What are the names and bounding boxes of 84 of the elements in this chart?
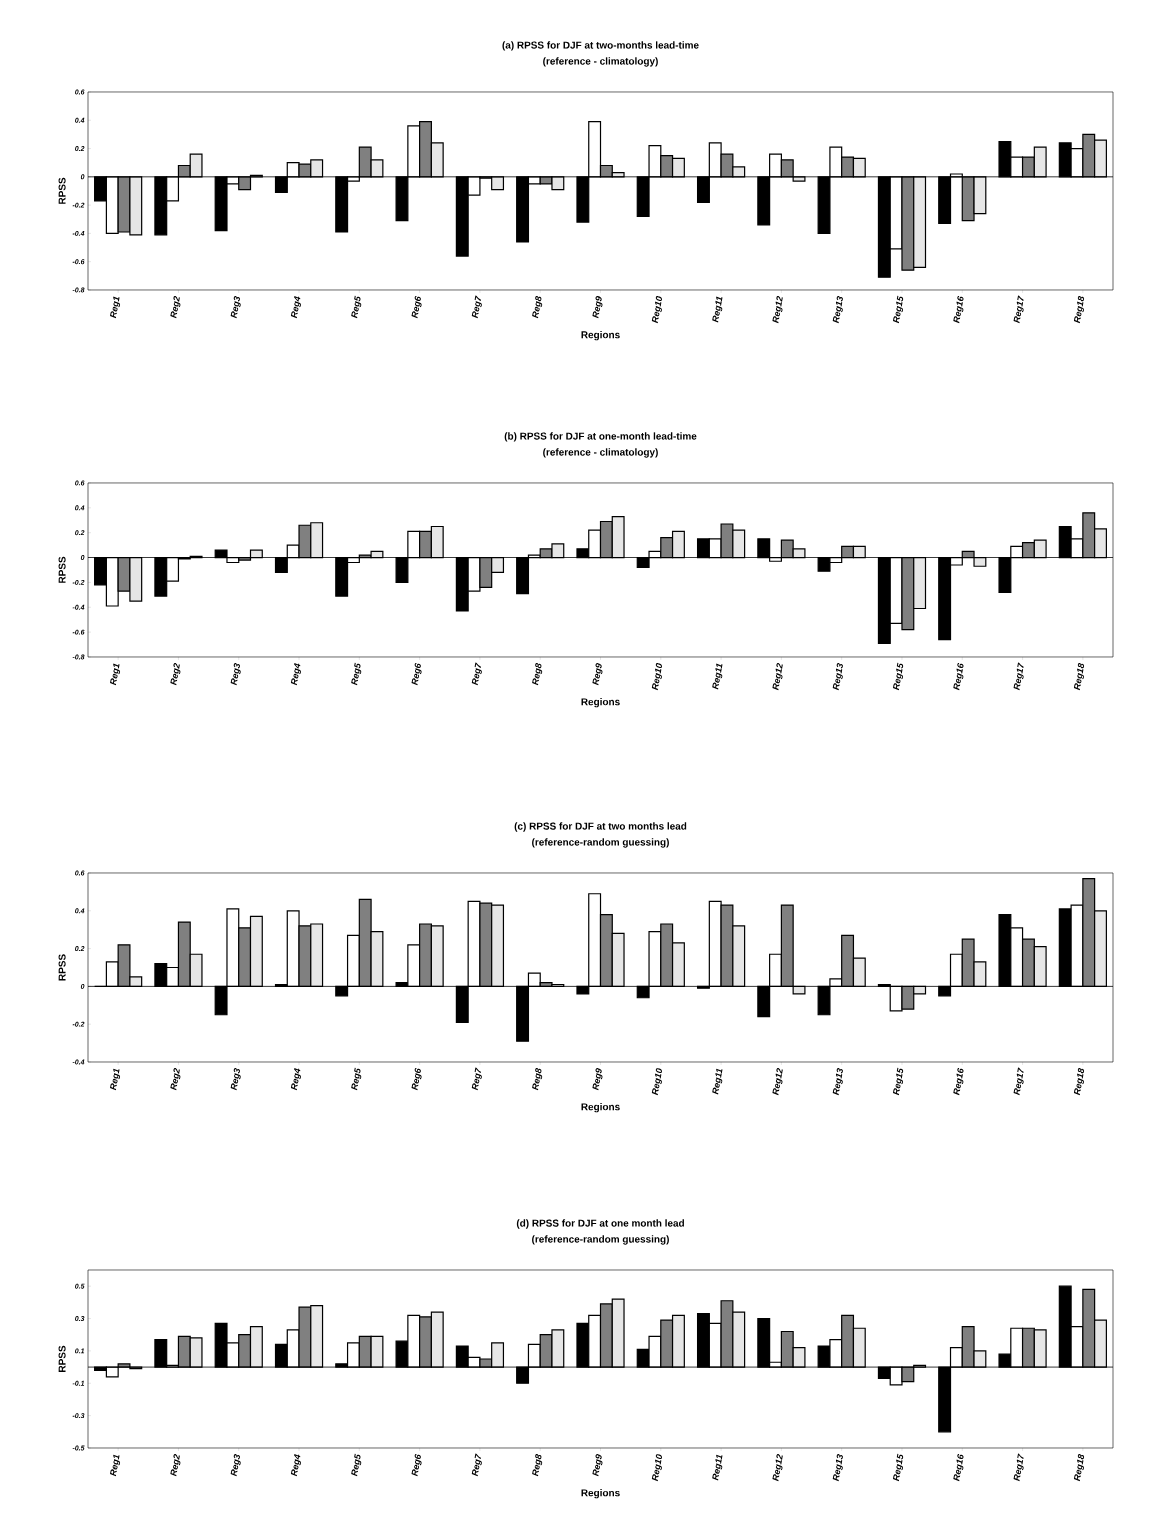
x-tick-label: Reg6	[411, 662, 422, 686]
x-tick-label: Reg9	[592, 1068, 603, 1091]
x-axis-title: Regions	[581, 1489, 620, 1499]
x-tick-label: Reg16	[953, 1453, 964, 1482]
x-tick-label: Reg8	[532, 662, 543, 686]
x-tick-label: Reg1	[110, 296, 121, 319]
x-axis-title: Regions	[581, 1103, 620, 1113]
x-tick-label: Reg17	[1013, 1453, 1024, 1482]
chart-title: (c) RPSS for DJF at two months lead	[514, 822, 687, 832]
x-tick-label: Reg1	[110, 663, 121, 686]
x-tick-label: Reg13	[832, 296, 843, 324]
x-tick-label: Reg7	[471, 295, 482, 319]
chart-title: (b) RPSS for DJF at one-month lead-time	[504, 432, 697, 442]
x-tick-label: Reg12	[772, 1454, 783, 1482]
x-tick-label: Reg6	[411, 1067, 422, 1091]
x-tick-label: Reg3	[230, 1454, 241, 1477]
x-tick-label: Reg17	[1013, 662, 1024, 691]
x-tick-label: Reg15	[892, 662, 904, 691]
x-tick-label: Reg5	[351, 1067, 362, 1091]
x-tick-label: Reg3	[230, 663, 241, 686]
x-tick-label: Reg10	[651, 1068, 662, 1096]
x-tick-label: Reg13	[832, 1068, 843, 1096]
y-axis-title: RPSS	[58, 1345, 66, 1372]
x-tick-label: Reg2	[170, 1068, 181, 1091]
x-tick-label: Reg13	[832, 663, 843, 691]
x-tick-label: Reg18	[1073, 1068, 1085, 1096]
x-tick-label: Reg4	[290, 1067, 301, 1091]
x-tick-label: Reg4	[290, 662, 301, 686]
x-tick-label: Reg1	[110, 1068, 121, 1091]
x-tick-label: Reg5	[351, 295, 362, 319]
x-axis-title: Regions	[581, 331, 620, 341]
x-tick-label: Reg2	[170, 296, 181, 319]
chart-subtitle: (reference - climatology)	[543, 57, 658, 67]
x-tick-label: Reg18	[1073, 1454, 1085, 1482]
x-tick-label: Reg15	[892, 1453, 904, 1482]
x-tick-label: Reg16	[953, 295, 964, 324]
x-tick-label: Reg8	[532, 1068, 543, 1091]
x-tick-label: Reg10	[651, 663, 662, 691]
x-tick-label: Reg15	[892, 295, 904, 324]
y-axis-title: RPSS	[58, 556, 66, 583]
x-tick-label: Reg9	[592, 1454, 603, 1477]
x-tick-label: Reg12	[772, 663, 783, 691]
chart-subtitle: (reference-random guessing)	[532, 838, 669, 848]
x-tick-label: Reg9	[592, 296, 603, 319]
y-axis-title: RPSS	[58, 177, 66, 204]
chart-subtitle: (reference - climatology)	[543, 448, 658, 458]
x-tick-label: Reg4	[290, 1453, 301, 1477]
x-tick-label: Reg7	[471, 1067, 482, 1091]
x-tick-label: Reg12	[772, 296, 783, 324]
x-tick-label: Reg11	[712, 663, 723, 690]
x-tick-label: Reg4	[290, 295, 301, 319]
chart-subtitle: (reference-random guessing)	[532, 1235, 669, 1245]
chart-title: (d) RPSS for DJF at one month lead	[516, 1219, 684, 1229]
x-tick-label: Reg5	[351, 662, 362, 686]
x-tick-label: Reg11	[712, 1068, 723, 1095]
x-tick-label: Reg2	[170, 663, 181, 686]
x-tick-label: Reg17	[1013, 295, 1024, 324]
x-tick-label: Reg7	[471, 1453, 482, 1477]
x-tick-label: Reg2	[170, 1454, 181, 1477]
x-tick-label: Reg6	[411, 1453, 422, 1477]
x-tick-label: Reg11	[712, 296, 723, 323]
x-tick-label: Reg3	[230, 1068, 241, 1091]
x-tick-label: Reg16	[953, 1067, 964, 1096]
x-tick-label: Reg10	[651, 1454, 662, 1482]
x-tick-label: Reg3	[230, 296, 241, 319]
x-tick-label: Reg13	[832, 1454, 843, 1482]
x-tick-label: Reg8	[532, 295, 543, 319]
x-tick-label: Reg5	[351, 1453, 362, 1477]
x-tick-label: Reg12	[772, 1068, 783, 1096]
x-tick-label: Reg18	[1073, 662, 1085, 691]
x-axis-title: Regions	[581, 698, 620, 708]
x-tick-label: Reg9	[592, 663, 603, 686]
y-axis-title: RPSS	[58, 954, 66, 981]
x-tick-label: Reg16	[953, 662, 964, 691]
x-tick-label: Reg11	[712, 1454, 723, 1481]
x-tick-label: Reg1	[110, 1454, 121, 1477]
chart-title: (a) RPSS for DJF at two-months lead-time	[502, 41, 699, 51]
x-tick-label: Reg8	[532, 1454, 543, 1477]
x-tick-label: Reg7	[471, 662, 482, 686]
x-tick-label: Reg18	[1073, 295, 1085, 324]
x-tick-label: Reg6	[411, 295, 422, 319]
x-tick-label: Reg17	[1013, 1067, 1024, 1096]
x-tick-label: Reg15	[892, 1067, 904, 1096]
x-tick-label: Reg10	[651, 296, 662, 324]
